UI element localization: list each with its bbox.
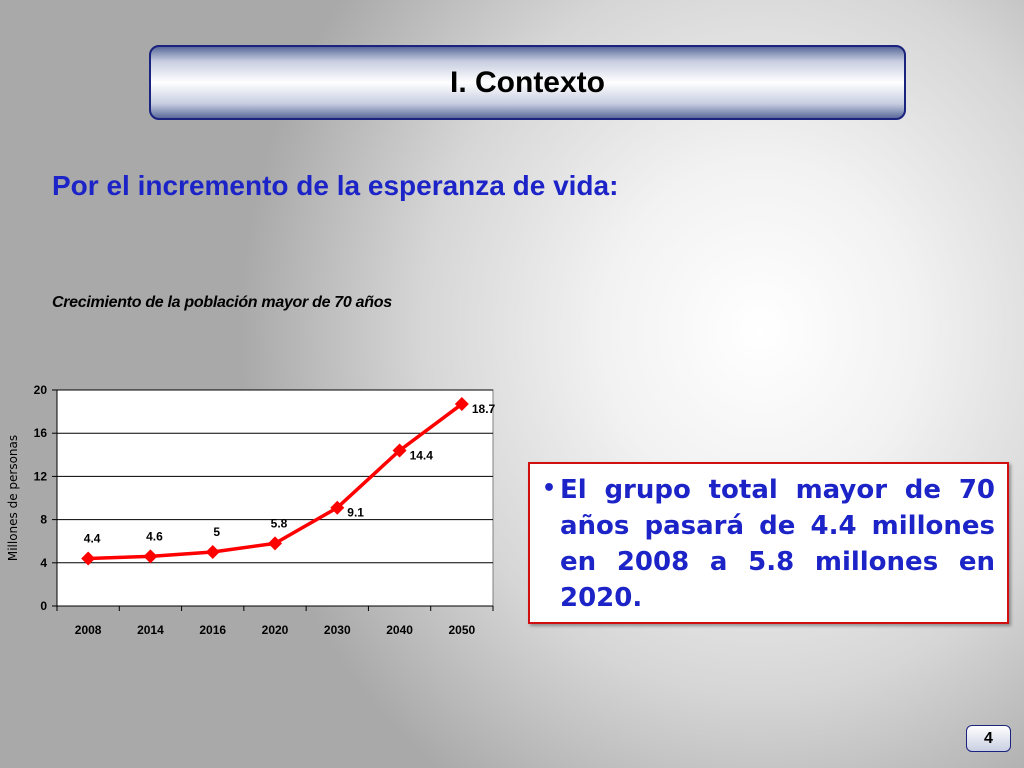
data-point-marker (392, 443, 407, 458)
y-tick-label: 20 (34, 383, 48, 397)
slide-subtitle: Por el incremento de la esperanza de vid… (52, 170, 619, 201)
y-axis-title: Millones de personas (6, 435, 20, 561)
x-tick-label: 2016 (199, 623, 226, 637)
chart-title: Crecimiento de la población mayor de 70 … (52, 294, 392, 311)
data-point-marker (268, 536, 282, 551)
y-tick-label: 16 (34, 426, 48, 440)
data-label: 4.6 (146, 529, 163, 543)
y-tick-label: 4 (40, 556, 47, 570)
data-label: 14.4 (410, 448, 434, 462)
x-tick-label: 2040 (386, 623, 413, 637)
data-label: 5 (213, 525, 220, 539)
line-chart: 0 4 8 12 16 20 2008 2014 2016 2020 2030 2040 2050 Mil… (6, 383, 496, 637)
title-box: I. Contexto (149, 45, 906, 120)
data-point-marker (330, 500, 345, 515)
bullet-icon: • (542, 476, 557, 501)
x-tick-label: 2020 (262, 623, 289, 637)
data-label: 4.4 (84, 531, 101, 545)
summary-text: El grupo total mayor de 70 años pasará d… (560, 475, 995, 613)
page-number: 4 (966, 725, 1011, 752)
y-tick-label: 12 (34, 469, 48, 483)
plot-area (56, 389, 494, 607)
data-label: 18.7 (472, 402, 496, 416)
data-point-marker (143, 549, 158, 564)
x-tick-label: 2050 (449, 623, 476, 637)
data-point-marker (81, 551, 96, 566)
x-tick-label: 2008 (75, 623, 102, 637)
y-tick-label: 8 (40, 513, 47, 527)
summary-text-box: • El grupo total mayor de 70 años pasará… (528, 462, 1009, 624)
x-tick-label: 2014 (137, 623, 164, 637)
data-label: 9.1 (347, 506, 364, 520)
slide-title: I. Contexto (450, 65, 605, 99)
x-tick-label: 2030 (324, 623, 351, 637)
data-point-marker (205, 545, 220, 559)
data-label: 5.8 (271, 516, 288, 530)
data-point-marker (454, 397, 469, 412)
y-tick-label: 0 (40, 599, 47, 613)
